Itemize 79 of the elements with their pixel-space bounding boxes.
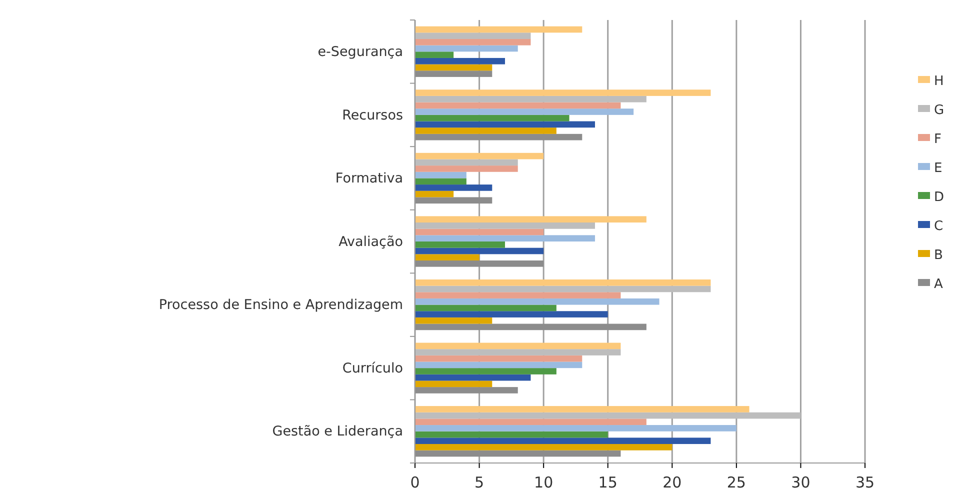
bar [415, 425, 736, 432]
bar [415, 159, 518, 166]
bar [415, 304, 556, 312]
bar [415, 108, 634, 115]
x-tick-label: 30 [791, 474, 810, 492]
bar [415, 178, 466, 185]
legend-label: D [934, 190, 944, 205]
bar [415, 242, 505, 248]
y-tick-label: Gestão e Liderança [272, 424, 403, 440]
x-tick-label: 20 [662, 474, 682, 492]
bar [415, 172, 466, 178]
legend-label: H [934, 74, 944, 89]
x-tick-label: 0 [410, 474, 420, 492]
bar [415, 431, 608, 438]
x-tick-label: 35 [855, 474, 875, 492]
bar [415, 438, 711, 444]
legend-label: B [934, 248, 943, 263]
bar [415, 279, 711, 286]
bar [415, 311, 608, 318]
bar [415, 184, 492, 191]
bar [415, 368, 556, 374]
bar [415, 317, 492, 324]
x-tick-label: 10 [534, 474, 554, 492]
bar [415, 387, 518, 394]
y-tick-label: Processo de Ensino e Aprendizagem [158, 297, 403, 314]
bar [415, 228, 544, 236]
legend-label: E [934, 161, 942, 176]
bar [415, 45, 518, 52]
bar [415, 38, 531, 46]
y-tick-label: Recursos [342, 107, 403, 124]
bar [415, 114, 570, 122]
bar [415, 418, 646, 426]
bar [415, 374, 531, 381]
bar [415, 96, 646, 102]
bar [415, 412, 801, 419]
bar [415, 197, 492, 204]
bar [415, 324, 646, 330]
bar [415, 286, 711, 292]
y-tick-label: e-Segurança [318, 44, 403, 60]
bar [415, 380, 492, 388]
bar [415, 58, 505, 64]
bar [415, 32, 531, 39]
legend-label: G [934, 103, 944, 118]
bar [415, 152, 544, 160]
y-tick-label: Avaliação [338, 234, 403, 250]
bar [415, 216, 646, 223]
legend-label: A [934, 277, 943, 292]
bar [415, 166, 518, 172]
bar [415, 90, 711, 96]
bar [415, 254, 480, 260]
bar [415, 355, 582, 362]
bar [415, 292, 621, 298]
bar [415, 70, 492, 77]
bar [415, 222, 595, 229]
bar [415, 248, 544, 254]
bar [415, 102, 621, 109]
bar [415, 26, 582, 33]
y-tick-label: Currículo [342, 360, 403, 376]
bar [415, 406, 750, 412]
bar [415, 349, 621, 356]
bar [415, 342, 621, 350]
bar [415, 450, 621, 457]
bar [415, 235, 595, 242]
bar [415, 190, 454, 198]
bar [415, 362, 582, 368]
x-tick-label: 5 [474, 474, 484, 492]
bar [415, 121, 595, 128]
x-tick-label: 15 [598, 474, 618, 492]
bar [415, 134, 582, 140]
bar [415, 260, 544, 267]
bar [415, 128, 556, 134]
legend-label: C [934, 219, 944, 234]
bar [415, 298, 660, 305]
y-tick-label: Formativa [335, 170, 403, 187]
bar [415, 52, 454, 58]
legend-label: F [934, 132, 942, 147]
bar [415, 64, 492, 71]
bar [415, 444, 672, 450]
x-tick-label: 25 [726, 474, 746, 492]
